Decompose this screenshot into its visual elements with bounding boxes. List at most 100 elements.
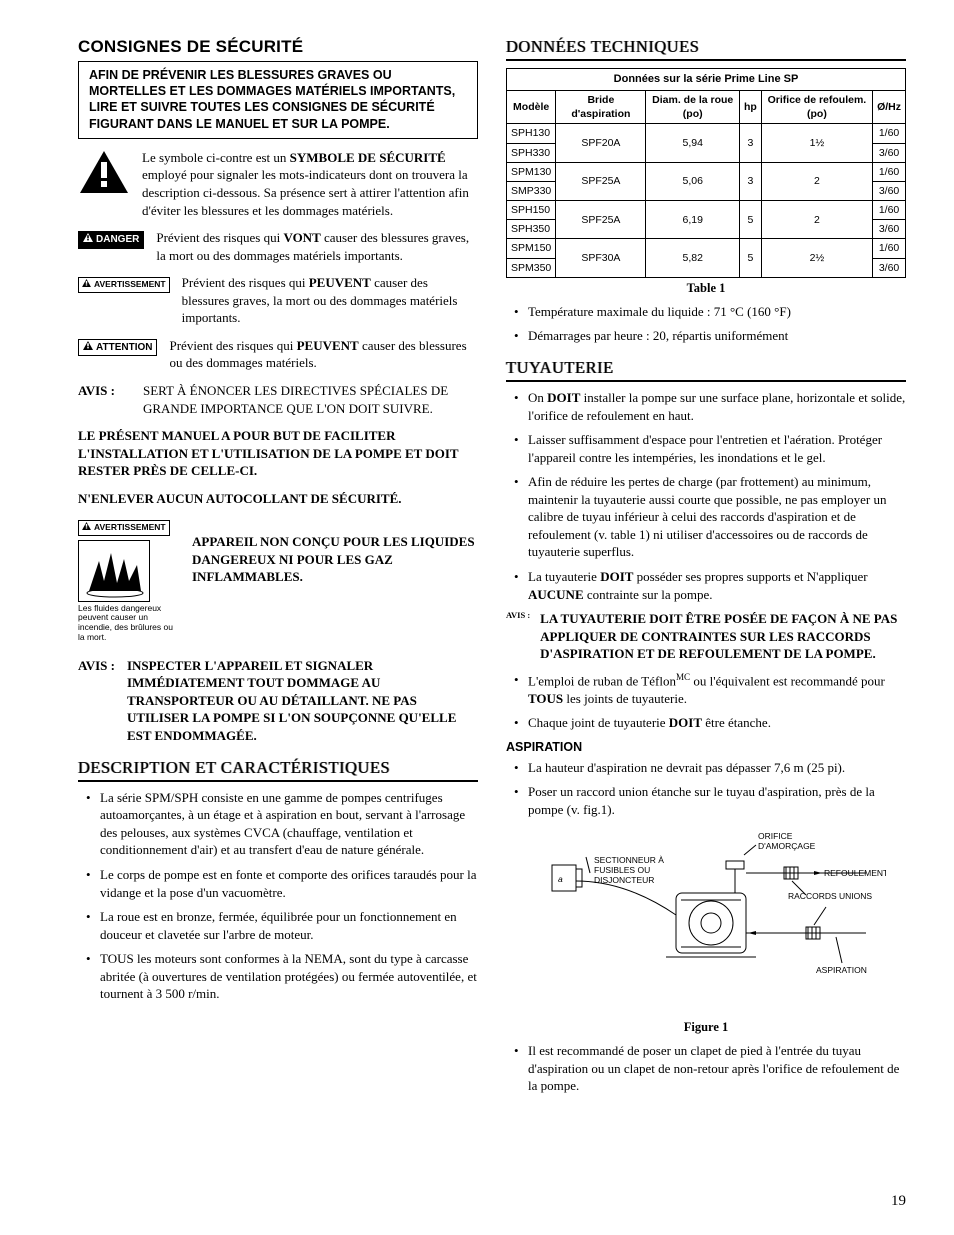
list-item: Il est recommandé de poser un clapet de …: [518, 1042, 906, 1095]
aspiration-list: La hauteur d'aspiration ne devrait pas d…: [506, 759, 906, 819]
table-cell: 1/60: [873, 162, 906, 181]
table-cell: 3: [739, 162, 761, 200]
list-item: On DOIT installer la pompe sur une surfa…: [518, 389, 906, 424]
list-item: Le corps de pompe est en fonte et compor…: [90, 866, 478, 901]
danger-text: Prévient des risques qui VONT causer des…: [156, 229, 478, 264]
warning-box: AFIN DE PRÉVENIR LES BLESSURES GRAVES OU…: [78, 61, 478, 139]
table-cell: 3/60: [873, 143, 906, 162]
avertissement-badge: AVERTISSEMENT: [78, 274, 170, 292]
aspiration-heading: ASPIRATION: [506, 739, 906, 756]
table-header: Modèle: [507, 91, 556, 124]
table-cell: SMP330: [507, 181, 556, 200]
tuyauterie-list: On DOIT installer la pompe sur une surfa…: [506, 389, 906, 603]
avis-text: SERT À ÉNONCER LES DIRECTIVES SPÉCIALES …: [127, 382, 478, 417]
hazard-caption: Les fluides dangereux peuvent causer un …: [78, 604, 178, 643]
avis-text: LA TUYAUTERIE DOIT ÊTRE POSÉE DE FAÇON À…: [540, 610, 906, 663]
list-item: Démarrages par heure : 20, répartis unif…: [518, 327, 906, 345]
avis2-text: INSPECTER L'APPAREIL ET SIGNALER IMMÉDIA…: [127, 657, 478, 745]
avertissement-row: AVERTISSEMENT Prévient des risques qui P…: [78, 274, 478, 327]
data-notes: Température maximale du liquide : 71 °C …: [506, 303, 906, 345]
list-item: La hauteur d'aspiration ne devrait pas d…: [518, 759, 906, 777]
warning-triangle-icon: [82, 279, 91, 290]
table-cell: SPM150: [507, 239, 556, 258]
table-title: Données sur la série Prime Line SP: [507, 69, 906, 91]
table-cell: 5: [739, 239, 761, 277]
hazard-badge: AVERTISSEMENT: [78, 520, 170, 535]
fig-label-fuse: SECTIONNEUR ÀFUSIBLES OUDISJONCTEUR: [594, 855, 664, 885]
table-cell: SPM130: [507, 162, 556, 181]
hazard-figure: AVERTISSEMENT Les fluides dangereux peuv…: [78, 517, 178, 643]
fig-label-unions: RACCORDS UNIONS: [788, 891, 872, 901]
fire-icon: [78, 540, 150, 602]
table-cell: 2: [761, 201, 872, 239]
avis-label: AVIS :: [506, 610, 530, 663]
list-item: L'emploi de ruban de TéflonMC ou l'équiv…: [518, 671, 906, 707]
description-heading: DESCRIPTION ET CARACTÉRISTIQUES: [78, 757, 478, 782]
warning-triangle-icon: [83, 341, 93, 355]
svg-text:a: a: [558, 874, 563, 884]
attention-row: ATTENTION Prévient des risques qui PEUVE…: [78, 337, 478, 372]
warning-triangle-icon: [83, 233, 93, 247]
list-item: Température maximale du liquide : 71 °C …: [518, 303, 906, 321]
list-item: La roue est en bronze, fermée, équilibré…: [90, 908, 478, 943]
right-column: DONNÉES TECHNIQUES Données sur la série …: [506, 36, 906, 1102]
list-item: TOUS les moteurs sont conformes à la NEM…: [90, 950, 478, 1003]
pump-diagram: .lbl { font: 8.5px Arial, Helvetica, san…: [526, 825, 886, 1015]
avis-label: AVIS :: [78, 382, 115, 417]
table-cell: 2: [761, 162, 872, 200]
manual-note: LE PRÉSENT MANUEL A POUR BUT DE FACILITE…: [78, 427, 478, 480]
hazard-text: APPAREIL NON CONÇU POUR LES LIQUIDES DAN…: [192, 517, 478, 586]
tuyauterie-list-2: L'emploi de ruban de TéflonMC ou l'équiv…: [506, 671, 906, 732]
table-cell: 1/60: [873, 239, 906, 258]
table-cell: 1½: [761, 124, 872, 162]
description-list: La série SPM/SPH consiste en une gamme d…: [78, 789, 478, 1003]
table-caption: Table 1: [506, 280, 906, 297]
tuyauterie-heading: TUYAUTERIE: [506, 357, 906, 382]
fig-label-discharge: REFOULEMENT: [824, 868, 886, 878]
attention-text: Prévient des risques qui PEUVENT causer …: [169, 337, 478, 372]
table-cell: 5,06: [646, 162, 739, 200]
table-header: Diam. de la roue (po): [646, 91, 739, 124]
table-cell: 3/60: [873, 181, 906, 200]
list-item: Laisser suffisamment d'espace pour l'ent…: [518, 431, 906, 466]
list-item: Chaque joint de tuyauterie DOIT être éta…: [518, 714, 906, 732]
avis-tuyauterie: AVIS : LA TUYAUTERIE DOIT ÊTRE POSÉE DE …: [506, 610, 906, 663]
table-header: Ø/Hz: [873, 91, 906, 124]
figure-caption: Figure 1: [506, 1019, 906, 1036]
list-item: Poser un raccord union étanche sur le tu…: [518, 783, 906, 818]
table-cell: 6,19: [646, 201, 739, 239]
table-cell: 5: [739, 201, 761, 239]
left-column: CONSIGNES DE SÉCURITÉ AFIN DE PRÉVENIR L…: [78, 36, 478, 1102]
list-item: La tuyauterie DOIT posséder ses propres …: [518, 568, 906, 603]
danger-badge: DANGER: [78, 229, 144, 249]
safety-heading: CONSIGNES DE SÉCURITÉ: [78, 36, 478, 59]
table-cell: SPF25A: [556, 201, 646, 239]
table-cell: SPH130: [507, 124, 556, 143]
table-cell: SPH330: [507, 143, 556, 162]
table-cell: SPF30A: [556, 239, 646, 277]
list-item: Afin de réduire les pertes de charge (pa…: [518, 473, 906, 561]
fig-label-suction: ASPIRATION: [816, 965, 867, 975]
table-cell: SPF20A: [556, 124, 646, 162]
table-cell: 3: [739, 124, 761, 162]
avis2-row: AVIS : INSPECTER L'APPAREIL ET SIGNALER …: [78, 657, 478, 745]
table-cell: 2½: [761, 239, 872, 277]
table-header: Bride d'aspiration: [556, 91, 646, 124]
list-item: La série SPM/SPH consiste en une gamme d…: [90, 789, 478, 859]
table-cell: SPH350: [507, 220, 556, 239]
warning-triangle-icon: [78, 149, 130, 197]
avis2-label: AVIS :: [78, 657, 115, 745]
page-number: 19: [891, 1191, 906, 1211]
figure-note-list: Il est recommandé de poser un clapet de …: [506, 1042, 906, 1095]
table-cell: 3/60: [873, 220, 906, 239]
spec-table: Données sur la série Prime Line SP Modèl…: [506, 68, 906, 278]
danger-row: DANGER Prévient des risques qui VONT cau…: [78, 229, 478, 264]
table-cell: SPH150: [507, 201, 556, 220]
attention-badge: ATTENTION: [78, 337, 157, 357]
warning-triangle-icon: [82, 522, 91, 533]
data-heading: DONNÉES TECHNIQUES: [506, 36, 906, 61]
avertissement-text: Prévient des risques qui PEUVENT causer …: [182, 274, 478, 327]
fig-label-prime: ORIFICED'AMORÇAGE: [758, 831, 816, 851]
table-cell: 5,94: [646, 124, 739, 162]
symbol-text: Le symbole ci-contre est un SYMBOLE DE S…: [142, 149, 478, 219]
